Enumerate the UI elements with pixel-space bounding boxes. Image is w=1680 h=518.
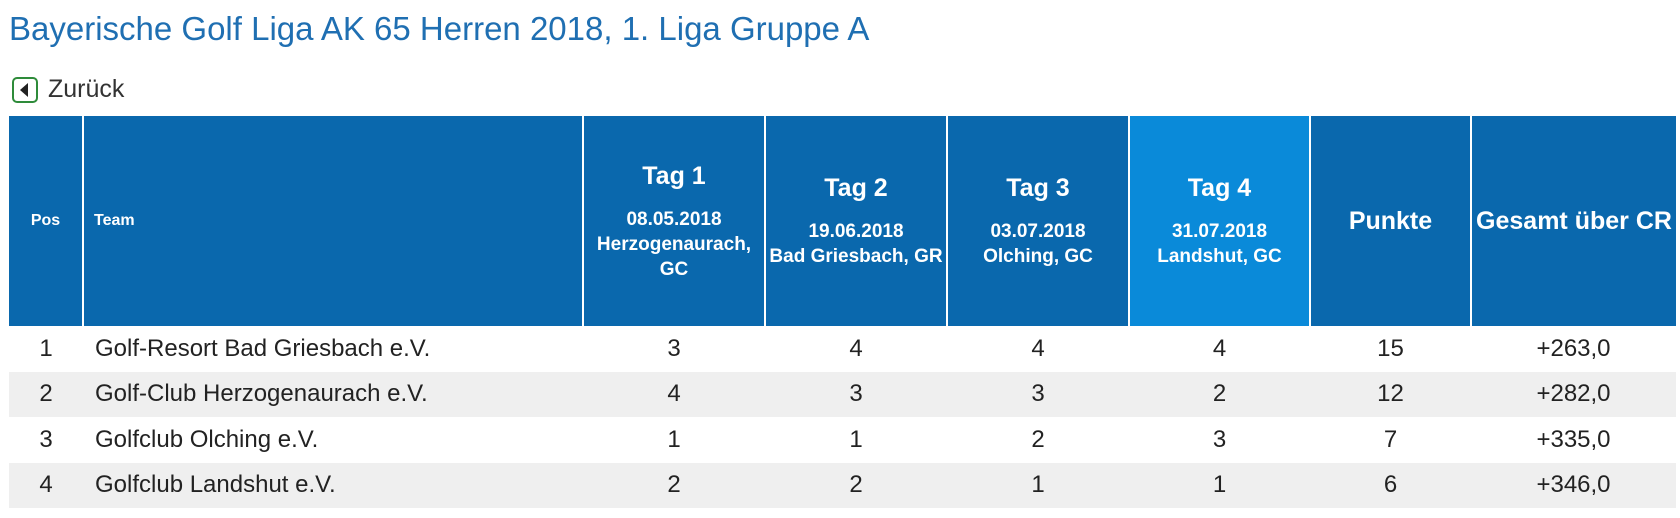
header-day-location: Herzogenaurach, GC xyxy=(596,233,752,280)
cell-day-2: 2 xyxy=(765,462,947,508)
cell-day-4: 2 xyxy=(1129,371,1310,417)
page-title: Bayerische Golf Liga AK 65 Herren 2018, … xyxy=(9,10,870,47)
header-day-2[interactable]: Tag 2 19.06.2018 Bad Griesbach, GR xyxy=(764,116,947,326)
table-row: 2 Golf-Club Herzogenaurach e.V. 4 3 3 2 … xyxy=(9,371,1676,417)
cell-team: Golf-Club Herzogenaurach e.V. xyxy=(83,371,583,417)
header-day-location: Landshut, GC xyxy=(1157,246,1282,267)
header-day-location: Bad Griesbach, GR xyxy=(769,246,943,267)
table-row: 1 Golf-Resort Bad Griesbach e.V. 3 4 4 4… xyxy=(9,326,1676,372)
cell-total: +263,0 xyxy=(1536,334,1611,362)
header-points-label: Punkte xyxy=(1348,207,1433,235)
cell-day-2: 1 xyxy=(849,425,863,453)
header-day-3[interactable]: Tag 3 03.07.2018 Olching, GC xyxy=(946,116,1129,326)
cell-points: 12 xyxy=(1310,371,1471,417)
header-day-label: Tag 1 xyxy=(642,161,706,190)
cell-day-1: 3 xyxy=(667,334,681,362)
chevron-left-icon xyxy=(12,76,38,103)
cell-team: Golfclub Olching e.V. xyxy=(95,425,319,453)
table-header-row: Pos Team Tag 1 08.05.2018 Herzogenaurach… xyxy=(9,116,1676,326)
cell-points: 6 xyxy=(1310,462,1471,508)
header-day-1[interactable]: Tag 1 08.05.2018 Herzogenaurach, GC xyxy=(582,116,765,326)
header-pos[interactable]: Pos xyxy=(9,116,83,326)
cell-day-4: 3 xyxy=(1212,425,1227,453)
cell-points: 7 xyxy=(1383,425,1398,453)
cell-day-4: 4 xyxy=(1212,334,1227,362)
header-day-location: Olching, GC xyxy=(983,246,1093,267)
cell-day-1: 2 xyxy=(583,462,765,508)
header-points[interactable]: Punkte xyxy=(1309,116,1471,326)
header-team[interactable]: Team xyxy=(82,116,583,326)
cell-day-3: 1 xyxy=(947,462,1129,508)
back-label: Zurück xyxy=(48,75,125,103)
header-day-date: 31.07.2018 xyxy=(1171,221,1268,242)
header-day-label: Tag 4 xyxy=(1187,174,1252,202)
cell-day-3: 2 xyxy=(1031,425,1045,453)
header-total[interactable]: Gesamt über CR xyxy=(1470,116,1676,326)
back-link[interactable]: Zurück xyxy=(12,75,124,104)
header-day-4[interactable]: Tag 4 31.07.2018 Landshut, GC xyxy=(1128,116,1310,326)
cell-pos: 2 xyxy=(9,371,83,417)
cell-day-1: 1 xyxy=(667,425,681,453)
cell-day-3: 3 xyxy=(947,371,1129,417)
cell-day-2: 4 xyxy=(849,334,863,362)
cell-pos: 4 xyxy=(9,462,83,508)
cell-day-3: 4 xyxy=(1031,334,1045,362)
cell-total: +335,0 xyxy=(1536,425,1611,453)
header-day-date: 19.06.2018 xyxy=(808,221,904,242)
cell-points: 15 xyxy=(1377,334,1404,362)
cell-team: Golfclub Landshut e.V. xyxy=(83,462,583,508)
table-row: 4 Golfclub Landshut e.V. 2 2 1 1 6 +346,… xyxy=(9,462,1676,508)
cell-day-2: 3 xyxy=(765,371,947,417)
cell-day-1: 4 xyxy=(583,371,765,417)
standings-table: Pos Team Tag 1 08.05.2018 Herzogenaurach… xyxy=(9,116,1676,508)
cell-total: +282,0 xyxy=(1471,371,1676,417)
cell-total: +346,0 xyxy=(1471,462,1676,508)
header-day-label: Tag 3 xyxy=(1006,174,1070,202)
header-day-label: Tag 2 xyxy=(824,174,888,202)
table-row: 3 Golfclub Olching e.V. 1 1 2 3 7 +335,0 xyxy=(9,417,1676,463)
header-day-date: 03.07.2018 xyxy=(990,221,1086,242)
cell-pos: 3 xyxy=(39,425,53,453)
cell-day-4: 1 xyxy=(1129,462,1310,508)
header-day-date: 08.05.2018 xyxy=(626,208,722,230)
header-total-label: Gesamt über CR xyxy=(1476,207,1672,235)
cell-team: Golf-Resort Bad Griesbach e.V. xyxy=(95,334,431,362)
cell-pos: 1 xyxy=(39,334,53,362)
